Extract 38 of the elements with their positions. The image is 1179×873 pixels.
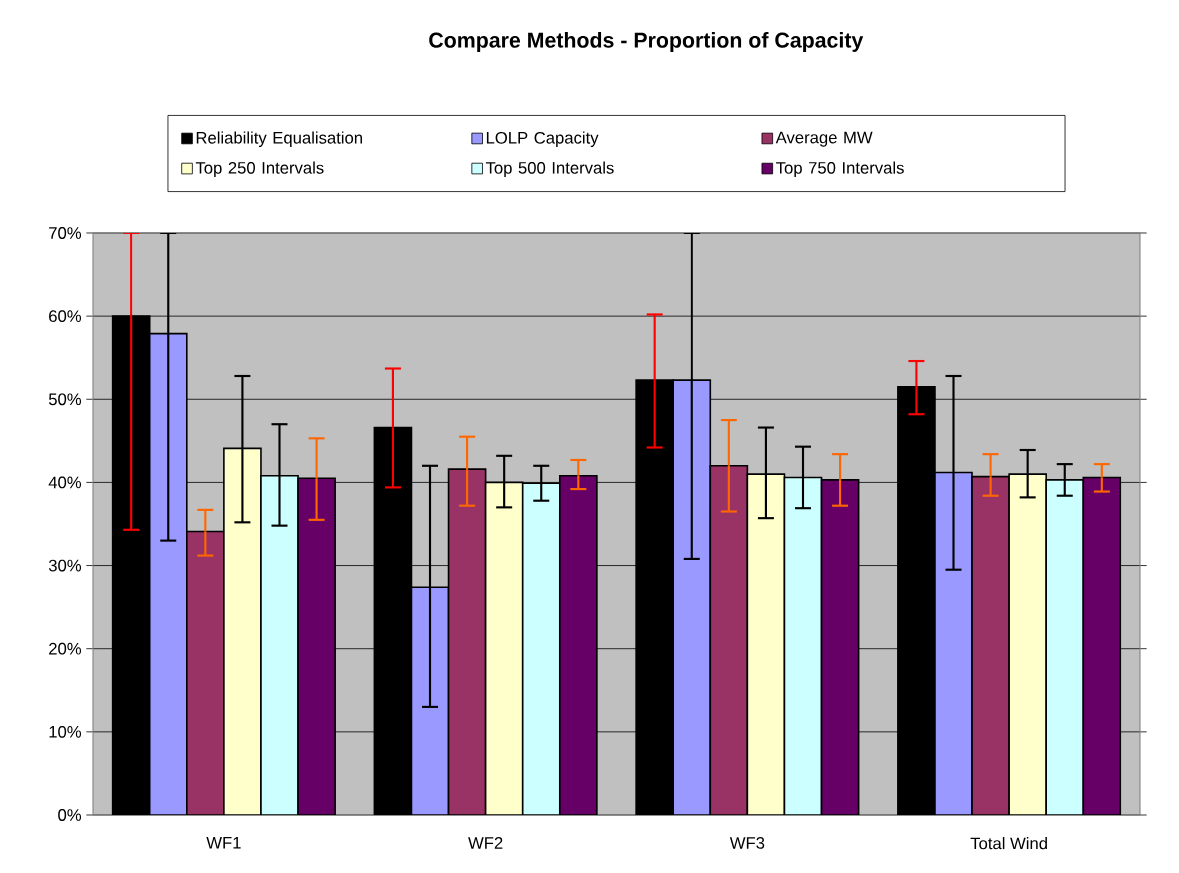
y-tick-label: 0% [58,809,82,821]
bar [1008,473,1048,815]
bar [784,477,822,815]
legend-label: Reliability Equalisation [196,131,362,147]
legend-label: Top 500 Intervals [485,161,614,178]
bar [448,469,486,815]
bar [1082,476,1122,815]
x-tick-label: WF3 [729,837,765,849]
bar [149,333,187,815]
bar [186,531,224,815]
chart-title: Compare Methods - Proportion of Capacity [429,32,864,52]
bar [1045,479,1085,815]
bar [559,475,597,815]
legend-label: Average MW [775,131,873,147]
bar [971,475,1010,815]
bar [710,465,748,815]
bar [298,478,336,815]
legend-label: LOLP Capacity [486,131,599,147]
x-tick-label: Total Wind [970,837,1047,850]
bar [673,380,711,815]
y-tick-label: 70% [49,227,82,239]
bar [821,479,859,815]
y-tick-label: 30% [48,559,82,572]
bar [260,475,299,815]
bar [485,482,523,815]
bar [522,483,560,815]
y-tick-label: 20% [49,642,82,655]
legend-label: Top 750 Intervals [776,161,904,178]
bar [934,471,973,815]
bar [747,474,785,815]
x-tick-label: WF1 [206,837,241,849]
y-tick-label: 50% [48,393,82,406]
bar [223,448,261,815]
x-tick-label: WF2 [468,837,503,849]
y-tick-label: 60% [49,310,82,323]
y-tick-label: 40% [48,476,82,489]
legend-label: Top 250 Intervals [195,161,324,178]
y-tick-label: 10% [49,725,82,738]
